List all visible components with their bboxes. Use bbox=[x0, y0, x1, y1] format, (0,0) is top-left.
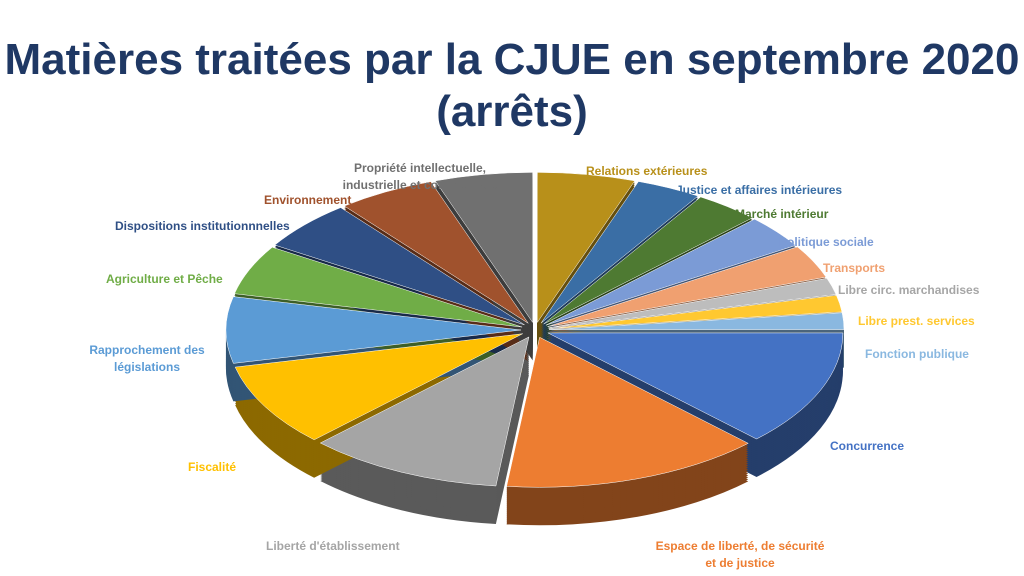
data-label: Environnement bbox=[264, 193, 352, 207]
data-label: Fiscalité bbox=[188, 460, 237, 474]
data-label: Marché intérieur bbox=[735, 207, 829, 221]
pie-slice bbox=[545, 218, 797, 326]
data-label: Dispositions institutionnnelles bbox=[115, 219, 290, 233]
pie-slice bbox=[274, 207, 525, 326]
data-label: Rapprochement des législations bbox=[89, 343, 205, 374]
chart-title: Matières traitées par la CJUE en septemb… bbox=[4, 35, 1020, 136]
data-label: Relations extérieures bbox=[586, 164, 708, 178]
data-label: Liberté d'établissement bbox=[266, 539, 400, 553]
pie-slice bbox=[343, 181, 529, 324]
data-label: Fonction publique bbox=[865, 347, 969, 361]
pie-slice bbox=[548, 312, 845, 330]
pie-slice bbox=[547, 332, 844, 440]
pie-slice bbox=[537, 172, 636, 324]
pie-slice bbox=[234, 333, 523, 441]
pie-slice bbox=[506, 336, 749, 488]
data-label: Transports bbox=[823, 261, 886, 275]
data-label: Espace de liberté, de sécurité et de jus… bbox=[655, 539, 825, 570]
data-label: Politique sociale bbox=[779, 235, 874, 249]
pie-slice bbox=[540, 181, 699, 324]
pie-slice bbox=[547, 246, 827, 327]
pie-slice bbox=[319, 336, 530, 487]
pie-slice bbox=[225, 296, 522, 364]
data-label: Agriculture et Pêche bbox=[106, 272, 223, 286]
pie-slice bbox=[548, 278, 837, 329]
data-label: Concurrence bbox=[830, 439, 905, 453]
pie-slice bbox=[543, 196, 753, 325]
data-label: Justice et affaires intérieures bbox=[676, 183, 843, 197]
pie-slice bbox=[234, 246, 523, 328]
pie-slice bbox=[548, 295, 843, 329]
pie-slice bbox=[434, 172, 533, 324]
data-label: Propriété intellectuelle, industrielle e… bbox=[342, 161, 498, 192]
data-label: Libre prest. services bbox=[858, 314, 975, 328]
data-label: Libre circ. marchandises bbox=[838, 283, 980, 297]
